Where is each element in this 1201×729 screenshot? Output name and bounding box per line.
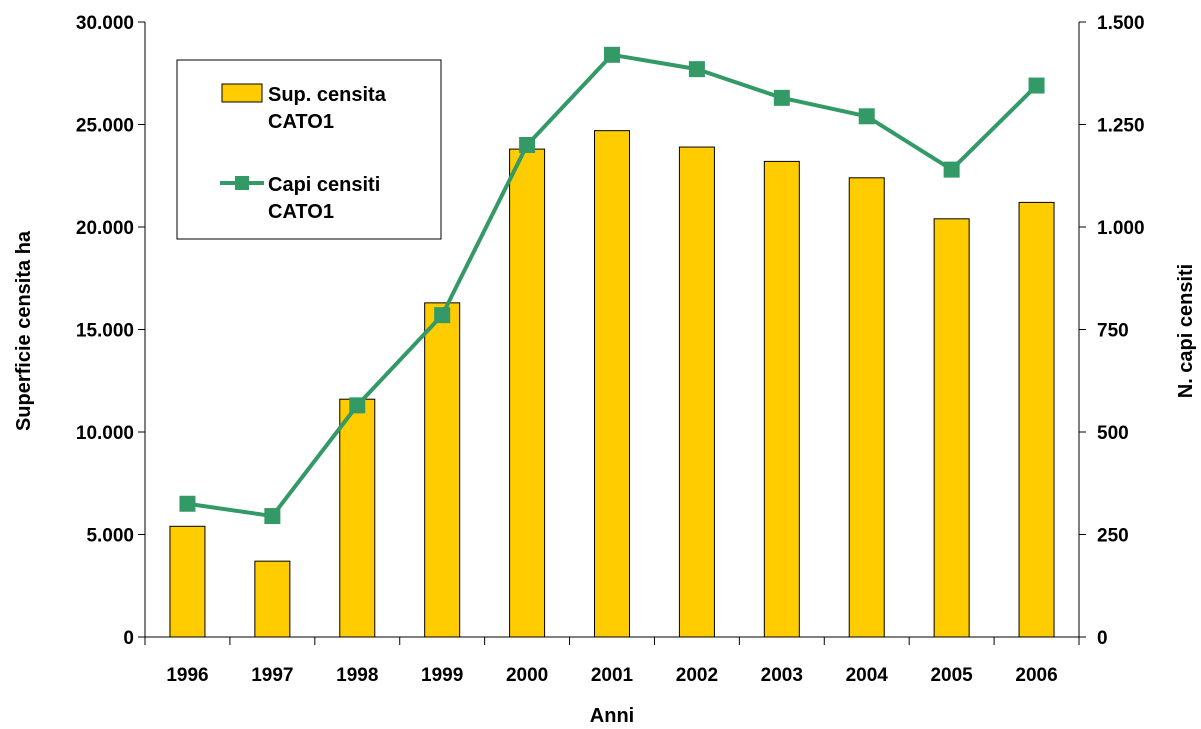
line-marker	[688, 61, 705, 78]
legend-bar-swatch	[221, 83, 263, 103]
bar	[594, 130, 630, 638]
y-axis-title: Superficie censita ha	[13, 230, 35, 431]
x-tick-label: 2001	[591, 665, 634, 686]
y2-tick-label: 1.500	[1097, 13, 1145, 34]
legend-line-marker	[235, 176, 249, 190]
y2-tick-label: 1.000	[1097, 218, 1145, 239]
line-marker	[604, 46, 620, 63]
left-axis-ticks: 0 5.000 10.000 15.000 20.000 25.000 30.000	[76, 13, 145, 649]
bar	[933, 218, 970, 638]
bar	[509, 148, 546, 638]
x-tick-label: 1996	[166, 665, 208, 686]
bar	[1018, 201, 1055, 638]
right-axis-ticks: 0 250 500 750 1.000 1.250 1.500	[1079, 13, 1145, 649]
x-tick-label: 1997	[251, 665, 293, 686]
y2-tick-label: 0	[1097, 628, 1108, 649]
bar	[339, 398, 376, 638]
legend: Sup. censita CATO1 Capi censiti CATO1	[176, 59, 442, 240]
x-tick-label: 1998	[336, 665, 378, 686]
x-tick-label: 2000	[506, 665, 548, 686]
y-tick-label: 20.000	[76, 218, 134, 239]
x-axis-title: Anni	[590, 705, 634, 727]
y2-tick-label: 1.250	[1097, 116, 1145, 137]
bar	[763, 160, 800, 638]
line-marker	[264, 508, 281, 525]
line-marker	[773, 89, 790, 106]
bar	[848, 177, 885, 638]
legend-box	[176, 59, 442, 240]
x-tick-label: 2003	[761, 665, 803, 686]
y2-axis-title: N. capi censiti	[1175, 264, 1197, 399]
y2-tick-label: 500	[1097, 423, 1129, 444]
bar	[424, 302, 461, 638]
line-marker	[1028, 77, 1045, 94]
line-marker	[349, 397, 366, 414]
legend-bar-label-line1: Sup. censita	[268, 84, 387, 106]
x-tick-label: 2002	[676, 665, 718, 686]
line-series	[179, 46, 1045, 525]
x-tick-label: 2005	[930, 665, 973, 686]
line-marker	[179, 495, 196, 512]
line-marker	[434, 307, 451, 324]
line-marker	[858, 108, 875, 125]
bar	[678, 146, 715, 638]
y-tick-label: 30.000	[76, 13, 134, 34]
x-tick-label: 2004	[846, 665, 889, 686]
y2-tick-label: 250	[1097, 526, 1129, 547]
line-marker	[943, 161, 960, 178]
y2-tick-label: 750	[1097, 321, 1129, 342]
y-tick-label: 10.000	[76, 423, 134, 444]
bar	[169, 525, 206, 638]
legend-bar-label-line2: CATO1	[268, 111, 334, 133]
x-tick-label: 1999	[421, 665, 463, 686]
bar	[254, 560, 291, 638]
bar-series	[169, 130, 1055, 638]
y-tick-label: 15.000	[76, 321, 134, 342]
x-axis-ticks: 1996 1997 1998 1999 2000 2001 2002 2003 2004 2005…	[144, 637, 1080, 686]
line-marker	[519, 137, 536, 153]
x-tick-label: 2006	[1015, 665, 1057, 686]
y-tick-label: 0	[123, 628, 134, 649]
legend-line-label-line2: CATO1	[268, 201, 334, 223]
y-tick-label: 25.000	[76, 116, 134, 137]
legend-line-label-line1: Capi censiti	[268, 174, 380, 196]
y-tick-label: 5.000	[86, 526, 134, 547]
